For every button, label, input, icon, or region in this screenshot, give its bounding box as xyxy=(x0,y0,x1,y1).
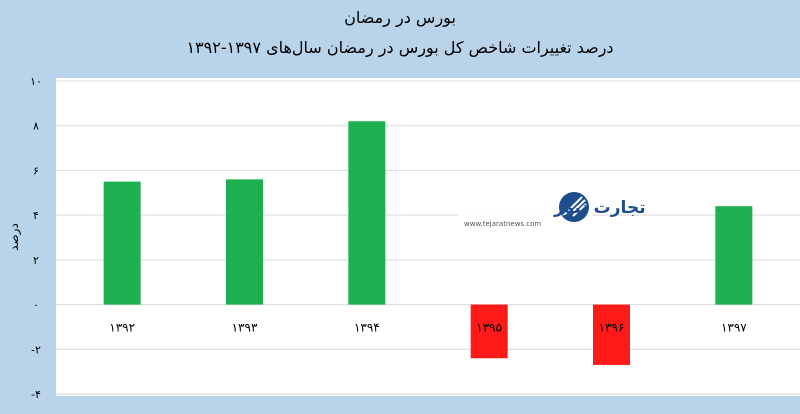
y-tick-label: ۲ xyxy=(33,254,39,267)
y-axis-ticks: ۱۰ ۸ ۶ ۴ ۲ ۰ -۲ -۴ xyxy=(30,75,42,401)
tejaratnews-logo-icon xyxy=(559,192,589,222)
chart-title: بورس در رمضان xyxy=(344,8,456,27)
grid-lines xyxy=(56,80,800,395)
bar-5 xyxy=(715,206,753,305)
x-tick-label: ۱۳۹۴ xyxy=(354,321,380,335)
x-tick-label: ۱۳۹۲ xyxy=(109,321,135,335)
bar-0 xyxy=(103,181,141,305)
x-tick-label: ۱۳۹۷ xyxy=(721,321,747,335)
watermark-brand: تجارت نیوز xyxy=(553,198,646,218)
y-tick-label: -۴ xyxy=(31,388,41,401)
x-tick-label: ۱۳۹۵ xyxy=(476,321,502,335)
y-axis-label: درصد xyxy=(7,223,22,251)
plot-area xyxy=(56,78,800,396)
y-tick-label: ۸ xyxy=(33,120,39,133)
watermark-url: www.tejaratnews.com xyxy=(464,220,541,228)
y-tick-label: ۱۰ xyxy=(30,75,42,88)
bar-2 xyxy=(348,121,386,305)
chart-subtitle: درصد تغییرات شاخص کل بورس در رمضان سال‌ه… xyxy=(186,38,614,57)
watermark-logo: تجارت نیوز www.tejaratnews.com xyxy=(458,188,646,230)
bar-3 xyxy=(470,304,508,359)
bar-4 xyxy=(593,304,630,365)
x-axis-labels: ۱۳۹۲ ۱۳۹۳ ۱۳۹۴ ۱۳۹۵ ۱۳۹۶ ۱۳۹۷ xyxy=(109,321,747,335)
bars xyxy=(103,121,753,365)
y-tick-label: ۴ xyxy=(33,209,39,222)
y-tick-label: ۰ xyxy=(33,299,39,312)
x-tick-label: ۱۳۹۳ xyxy=(232,321,258,335)
y-tick-label: ۶ xyxy=(33,164,39,177)
bar-1 xyxy=(226,179,263,305)
x-tick-label: ۱۳۹۶ xyxy=(599,321,625,335)
y-tick-label: -۲ xyxy=(31,343,41,356)
